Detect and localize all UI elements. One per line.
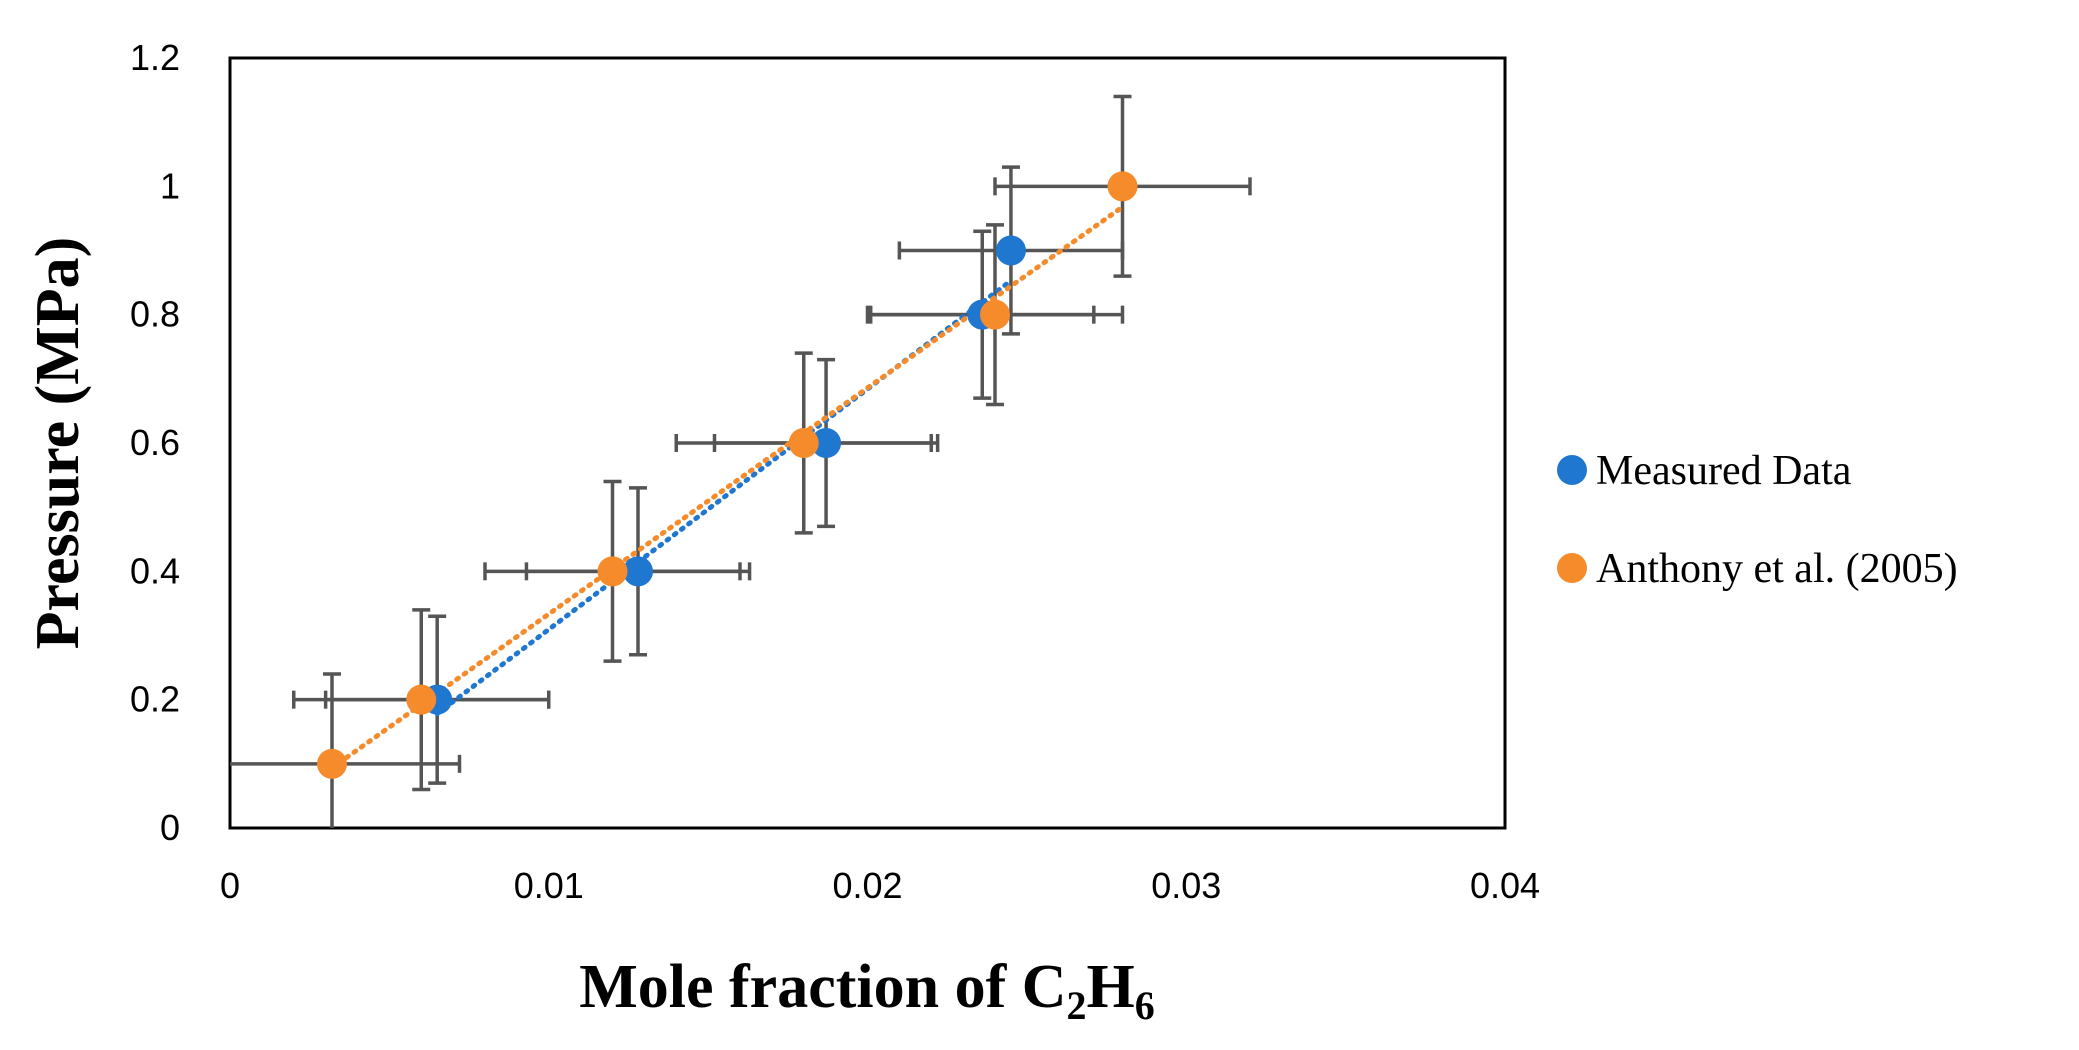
legend-label: Measured Data: [1596, 448, 1852, 494]
x-tick-label: 0.04: [1470, 865, 1540, 906]
x-tick-label: 0.01: [514, 865, 584, 906]
data-point: [597, 556, 628, 587]
x-tick-labels: 0 0.01 0.02 0.03 0.04: [220, 865, 1540, 906]
trendline: [434, 278, 1014, 717]
y-tick-label: 0.8: [130, 294, 180, 335]
data-point: [995, 235, 1026, 266]
data-point: [406, 684, 437, 715]
legend-item: Measured Data: [1557, 448, 1852, 494]
y-tick-label: 0.2: [130, 679, 180, 720]
x-axis-title: Mole fraction of C2H6: [579, 953, 1154, 1028]
legend-label: Anthony et al. (2005): [1596, 546, 1958, 592]
data-point: [1107, 171, 1138, 202]
y-tick-label: 1: [160, 165, 180, 206]
data-point: [811, 428, 842, 458]
data-point: [980, 299, 1010, 330]
legend-marker: [1557, 455, 1587, 485]
x-tick-label: 0: [220, 865, 240, 906]
legend-marker: [1557, 553, 1587, 583]
y-tick-label: 0.4: [130, 550, 180, 591]
data-points: [317, 171, 1138, 779]
x-tick-label: 0.02: [832, 865, 902, 906]
y-tick-labels: 0 0.2 0.4 0.6 0.8 1 1.2: [130, 37, 180, 848]
y-tick-label: 0: [160, 807, 180, 848]
legend: Measured Data Anthony et al. (2005): [1557, 448, 1958, 592]
data-point: [788, 428, 819, 458]
data-point: [623, 556, 653, 587]
data-point: [317, 748, 347, 779]
y-axis-title: Pressure (MPa): [24, 237, 92, 650]
legend-item: Anthony et al. (2005): [1557, 546, 1958, 592]
x-tick-label: 0.03: [1151, 865, 1221, 906]
y-tick-label: 0.6: [130, 422, 180, 463]
y-tick-label: 1.2: [130, 37, 180, 78]
